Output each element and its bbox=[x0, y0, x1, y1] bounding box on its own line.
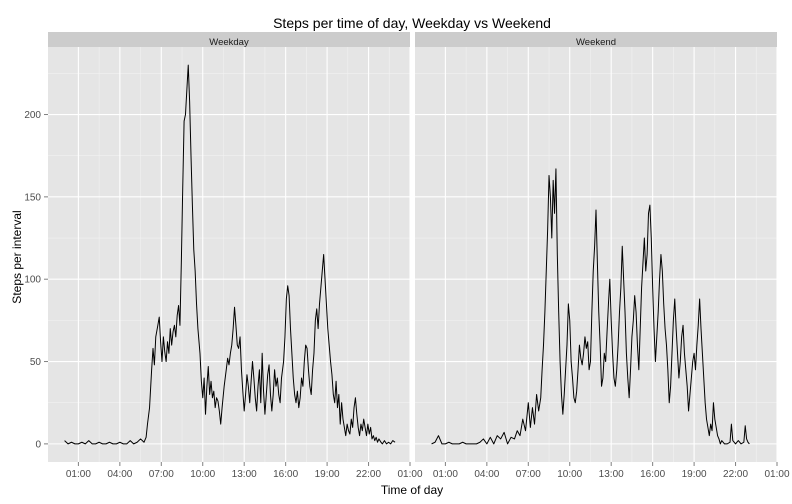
y-tick-label: 0 bbox=[35, 439, 41, 450]
x-tick-label: 22:00 bbox=[723, 469, 748, 480]
panel-weekday: Weekday 01:00 04:00 07:00 10:00 13:00 16:00 19:… bbox=[24, 32, 423, 480]
x-tick-label: 16:00 bbox=[273, 469, 298, 480]
x-tick-label: 01:00 bbox=[66, 469, 91, 480]
chart-title: Steps per time of day, Weekday vs Weeken… bbox=[273, 15, 551, 31]
x-axis-title: Time of day bbox=[381, 483, 443, 497]
y-tick-label: 150 bbox=[24, 192, 41, 203]
series-line-weekday bbox=[64, 64, 396, 445]
x-tick-label: 04:00 bbox=[474, 469, 499, 480]
x-tick-label: 22:00 bbox=[356, 469, 381, 480]
x-tick-label: 01:00 bbox=[397, 469, 422, 480]
x-tick-label: 07:00 bbox=[149, 469, 174, 480]
x-tick-label: 01:00 bbox=[764, 469, 789, 480]
y-tick-label: 100 bbox=[24, 275, 41, 286]
series-line-weekend bbox=[431, 168, 750, 445]
y-tick-label: 50 bbox=[30, 357, 42, 368]
x-tick-label: 07:00 bbox=[516, 469, 541, 480]
x-tick-label: 10:00 bbox=[557, 469, 582, 480]
strip-background bbox=[48, 32, 410, 47]
x-tick-label: 13:00 bbox=[232, 469, 257, 480]
y-tick-label: 200 bbox=[24, 110, 41, 121]
x-tick-label: 01:00 bbox=[433, 469, 458, 480]
strip-background bbox=[415, 32, 777, 47]
panel-background bbox=[48, 47, 410, 462]
panel-background bbox=[415, 47, 777, 462]
x-tick-label: 04:00 bbox=[107, 469, 132, 480]
strip-label: Weekday bbox=[209, 37, 249, 48]
x-tick-label: 19:00 bbox=[315, 469, 340, 480]
x-tick-label: 19:00 bbox=[682, 469, 707, 480]
panel-weekend: Weekend 01:00 04:00 07:00 10:00 13:00 16:00 19:… bbox=[415, 32, 790, 480]
x-tick-label: 16:00 bbox=[640, 469, 665, 480]
x-tick-label: 13:00 bbox=[599, 469, 624, 480]
y-axis-title: Steps per interval bbox=[10, 210, 24, 303]
x-tick-label: 10:00 bbox=[190, 469, 215, 480]
strip-label: Weekend bbox=[576, 37, 616, 48]
panels: Weekday 01:00 04:00 07:00 10:00 13:00 16:00 19:… bbox=[24, 32, 790, 480]
